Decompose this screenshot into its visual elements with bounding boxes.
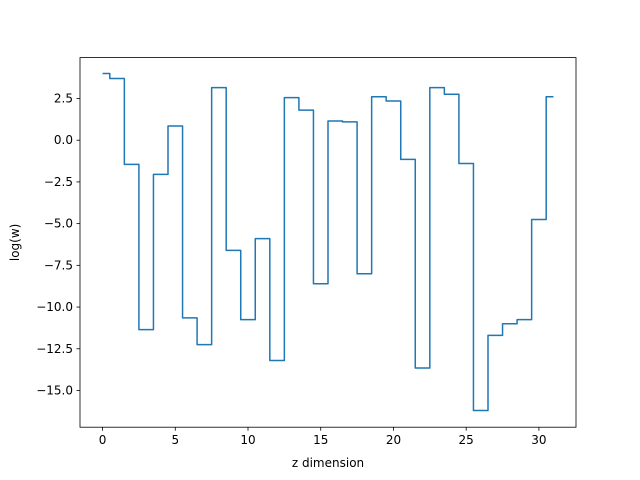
x-tick-label: 30: [531, 433, 546, 447]
x-tick-label: 10: [240, 433, 255, 447]
plot-area: [102, 72, 554, 412]
y-tick-label: −2.5: [44, 175, 73, 189]
axes-frame: [79, 57, 577, 428]
y-tick-label: −7.5: [44, 258, 73, 272]
y-tick-label: 2.5: [54, 91, 73, 105]
x-tick-label: 25: [459, 433, 474, 447]
series-step-line: [102, 72, 554, 412]
x-tick-label: 0: [99, 433, 107, 447]
x-tick-label: 15: [313, 433, 328, 447]
x-tick-label: 20: [386, 433, 401, 447]
y-tick-label: −10.0: [36, 300, 73, 314]
y-tick-label: −5.0: [44, 217, 73, 231]
y-tick-label: −12.5: [36, 342, 73, 356]
y-tick-label: −15.0: [36, 383, 73, 397]
y-axis-label: log(w): [8, 224, 22, 261]
x-axis-label: z dimension: [292, 456, 364, 470]
y-tick-label: 0.0: [54, 133, 73, 147]
tick-marks: 0 5 10 15 20 25 30 2.5 0.0 −2.5 −5.0 −7.5 −10.0 −12.5…: [36, 91, 546, 447]
x-tick-label: 5: [171, 433, 179, 447]
